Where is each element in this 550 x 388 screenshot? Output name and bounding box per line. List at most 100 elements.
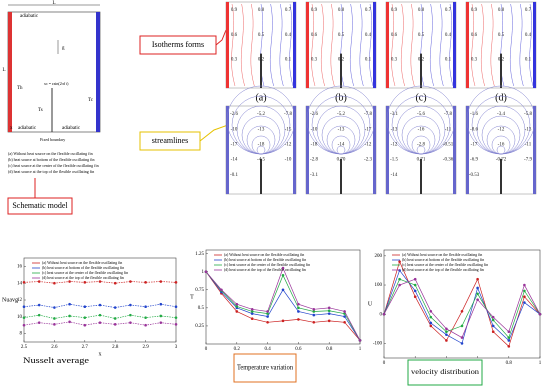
contour-label: -10: [231, 127, 238, 132]
panel-label: (b): [335, 92, 347, 103]
contour: [519, 3, 524, 87]
contour-label: -12: [498, 127, 505, 132]
wall-hot: [386, 2, 389, 88]
point: [113, 323, 117, 326]
point: [83, 316, 87, 319]
point: [312, 307, 316, 311]
fin: [260, 158, 262, 194]
point: [523, 289, 526, 293]
contour-label: -0.36: [443, 158, 454, 163]
contour: [529, 3, 534, 87]
y-tick-label: 0: [380, 312, 383, 317]
point: [281, 288, 285, 292]
contour: [391, 3, 396, 87]
point: [144, 323, 147, 327]
wall-cold: [293, 2, 296, 88]
contour: [251, 135, 271, 155]
y-label: T: [190, 294, 194, 300]
point: [281, 274, 285, 277]
contour-label: -17: [365, 127, 372, 132]
contour-label: -5.8: [524, 112, 532, 117]
caption: velocity distribution: [411, 368, 480, 376]
caption: Temperature variation: [237, 364, 293, 372]
point: [445, 333, 448, 336]
contour-label: -13: [338, 127, 345, 132]
point: [491, 330, 495, 334]
point: [429, 309, 433, 313]
point: [413, 283, 417, 287]
point: [235, 305, 239, 308]
fin-label: Ts: [38, 108, 43, 113]
caption: streamlines: [152, 136, 188, 145]
point: [429, 324, 433, 328]
cold-wall: [96, 12, 100, 132]
point: [159, 280, 163, 283]
contour-label: -3.1: [310, 173, 318, 178]
contour-label: 0.4: [525, 33, 532, 38]
contour: [311, 95, 371, 155]
origin: x: [10, 126, 13, 131]
point: [144, 281, 147, 284]
case: (a) Without heat source on the flexible …: [8, 151, 93, 156]
point: [22, 305, 26, 309]
point: [327, 312, 331, 315]
contour-label: -17: [471, 143, 478, 148]
point: [83, 323, 87, 327]
contour-label: -2.6: [230, 112, 238, 117]
caption: Isotherms forms: [152, 40, 204, 49]
point: [460, 309, 464, 313]
series-line: [205, 271, 361, 341]
y-tick-label: 10: [17, 315, 23, 320]
point: [129, 303, 132, 307]
y-label: U: [368, 301, 373, 307]
plot-frame: [383, 249, 541, 359]
series-line: [205, 271, 361, 341]
cold-label: Tc: [88, 98, 94, 103]
contour: [231, 95, 291, 155]
x-tick-label: 0: [205, 347, 208, 352]
contour: [240, 3, 245, 87]
point: [343, 321, 346, 324]
wall-hot: [386, 106, 389, 194]
contour-label: 0.1: [285, 57, 292, 62]
contour-label: 0.3: [471, 57, 478, 62]
contour-label: -11: [445, 127, 452, 132]
point: [159, 321, 163, 324]
point: [83, 281, 87, 284]
contour-label: 0.5: [418, 33, 425, 38]
contour: [406, 125, 436, 155]
plot-frame: [205, 249, 361, 345]
series-line: [383, 269, 541, 344]
contour-label: 0.6: [391, 33, 398, 38]
point: [297, 302, 300, 306]
legend-label: (a) Without heat source on the flexible …: [402, 253, 482, 257]
contour-label: 0.2: [258, 57, 265, 62]
contour: [386, 85, 456, 155]
caption-box: [7, 197, 73, 215]
x-tick-label: 0.8: [326, 347, 333, 352]
point: [113, 306, 117, 309]
x-tick-label: 0: [383, 361, 386, 366]
contour: [326, 125, 356, 155]
contour-label: -7.9: [524, 158, 532, 163]
connector: [199, 124, 229, 142]
point: [507, 330, 511, 334]
contour-label: 0.4: [365, 33, 372, 38]
point: [22, 316, 26, 319]
point: [129, 313, 132, 317]
point: [266, 312, 269, 315]
contour: [279, 3, 284, 87]
schematic: L adiabatic L Th Tc g xc = εsin(2πf t) T…: [2, 1, 101, 215]
fin: [340, 53, 342, 88]
legend-label: (b) heat source at bottom of the flexibl…: [224, 258, 306, 262]
height: L: [2, 68, 5, 73]
caption-box: [233, 353, 297, 383]
point: [250, 312, 254, 315]
contour-label: -1.5: [390, 158, 398, 163]
hot-wall: [8, 12, 12, 132]
contour: [471, 95, 531, 155]
contour: [289, 3, 294, 87]
contour: [226, 85, 296, 155]
point: [476, 298, 479, 301]
